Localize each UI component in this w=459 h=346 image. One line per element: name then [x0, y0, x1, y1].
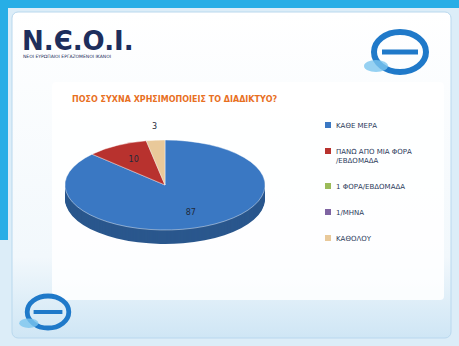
logo-text: N.Є.O.I. [22, 26, 134, 56]
content-panel [52, 82, 444, 300]
legend-swatch [325, 183, 331, 189]
legend-swatch [325, 122, 331, 128]
legend-label: 1 ΦΟΡΑ/ΕΒΔΟΜΑΔΑ [336, 183, 405, 191]
logo-swoosh [364, 60, 388, 72]
legend-swatch [325, 209, 331, 215]
chart-title: ΠΟΣΟ ΣΥΧΝΑ ΧΡΗΣΙΜΟΠΟΙΕΙΣ ΤΟ ΔΙΑΔΙΚΤΥΟ? [72, 95, 278, 104]
slide [12, 12, 451, 338]
legend-label: ΚΑΘΟΛΟΥ [336, 235, 372, 243]
legend: ΚΑΘΕ ΜΕΡΑ ΠΑΝΩ ΑΠΟ ΜΙΑ ΦΟΡΑ/ΕΒΔΟΜΑΔΑ 1 ΦΟΡ… [325, 122, 412, 243]
logo-bar [382, 50, 418, 55]
top-band [0, 0, 459, 8]
data-label: 10 [129, 155, 139, 164]
logo-swoosh [19, 318, 38, 328]
left-band [0, 0, 8, 240]
plot-area [65, 140, 265, 244]
slice [146, 140, 165, 185]
logo-bar [34, 310, 63, 314]
chart-root: N.Є.O.I.ΝΕΟΙ ΕΥΡΩΠΑΙΟΙ ΕΡΓΑΖΟΜΕΝΟΙ ΙΚΑΝΟ… [0, 0, 459, 346]
legend-swatch [325, 235, 331, 241]
legend-label: ΚΑΘΕ ΜΕΡΑ [336, 122, 377, 130]
legend-swatch [325, 148, 331, 154]
slice [146, 141, 165, 185]
slice-side [65, 141, 265, 231]
slice [146, 141, 165, 185]
data-label: 3 [152, 122, 157, 131]
e-logo [19, 296, 69, 328]
data-labels: 87 10 3 [129, 122, 196, 217]
slice [92, 141, 165, 185]
e-logo [364, 32, 426, 72]
legend-label: ΠΑΝΩ ΑΠΟ ΜΙΑ ΦΟΡΑ/ΕΒΔΟΜΑΔΑ [336, 148, 412, 165]
slice [65, 140, 265, 230]
background [0, 0, 459, 346]
logo-subtitle: ΝΕΟΙ ΕΥΡΩΠΑΙΟΙ ΕΡΓΑΖΟΜΕΝΟΙ ΙΚΑΝΟΙ [23, 54, 111, 59]
data-label: 87 [186, 208, 196, 217]
legend-label: 1/ΜΗΝΑ [336, 209, 364, 217]
